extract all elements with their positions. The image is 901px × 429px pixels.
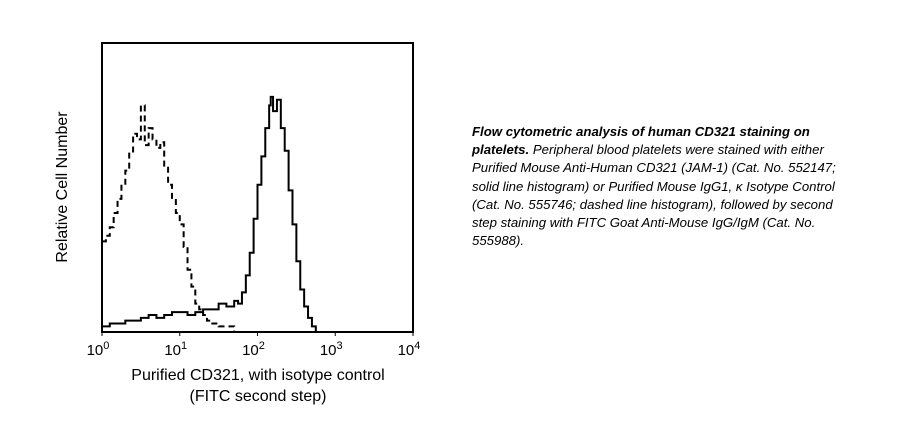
isotype-control-histogram-line (102, 104, 242, 333)
x-tick-label: 103 (320, 340, 343, 359)
x-axis-label-secondary: (FITC second step) (190, 388, 327, 405)
cd321-histogram-line (102, 95, 320, 333)
caption-title: Flow cytometric analysis of human CD321 … (472, 124, 810, 158)
y-axis-label: Relative Cell Number (54, 111, 71, 263)
x-tick-label: 100 (87, 340, 110, 359)
x-tick-label: 102 (242, 340, 265, 359)
x-axis-label: Purified CD321, with isotype control (131, 367, 384, 384)
figure-caption: Flow cytometric analysis of human CD321 … (472, 123, 852, 250)
x-tick-label: 104 (398, 340, 421, 359)
x-tick-label: 101 (164, 340, 187, 359)
caption-text: Peripheral blood platelets were stained … (472, 142, 836, 249)
